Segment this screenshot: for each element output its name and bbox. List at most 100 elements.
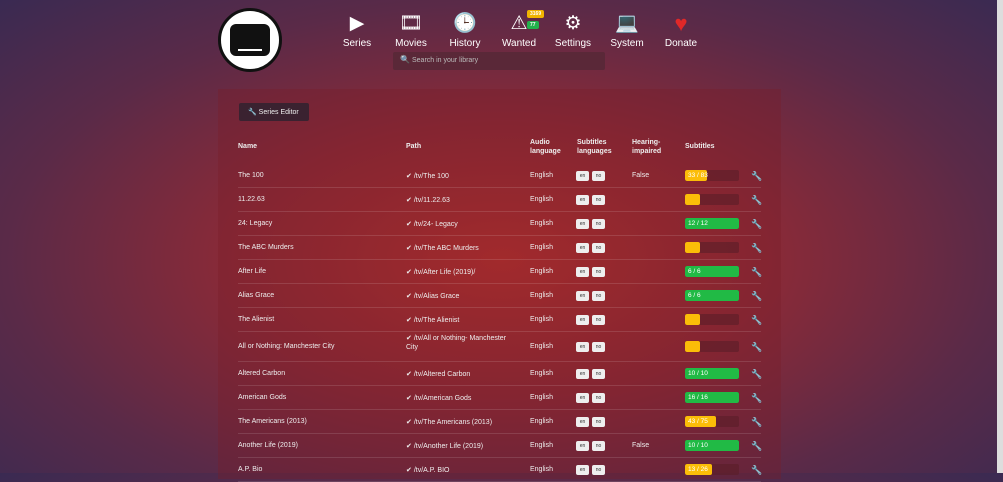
language-badge: no: [592, 465, 605, 475]
progress-fill: 43 / 75: [685, 416, 716, 427]
wrench-icon[interactable]: 🔧: [751, 243, 763, 253]
series-name-link[interactable]: Alias Grace: [238, 292, 275, 299]
wrench-icon[interactable]: 🔧: [751, 441, 763, 451]
path-text: /tv/The Americans (2013): [413, 419, 493, 426]
search-input[interactable]: 🔍 Search in your library: [393, 52, 605, 70]
progress-fill: 33 / 83: [685, 170, 708, 181]
progress-fill: [685, 194, 701, 205]
wrench-icon[interactable]: 🔧: [751, 315, 763, 325]
wrench-icon[interactable]: 🔧: [751, 417, 763, 427]
series-editor-button[interactable]: 🔧 Series Editor: [239, 103, 309, 121]
language-badge: no: [592, 417, 605, 427]
wrench-icon[interactable]: 🔧: [751, 342, 763, 352]
header-audio: Audio language: [530, 139, 561, 155]
language-badge: no: [592, 393, 605, 403]
subtitle-languages: en no: [576, 219, 608, 229]
nav-label: History: [449, 38, 481, 49]
subtitle-languages: en no: [576, 441, 608, 451]
header-subs-langs: Subtitles languages: [577, 139, 612, 155]
wrench-icon[interactable]: 🔧: [751, 291, 763, 301]
subtitle-languages: en no: [576, 195, 608, 205]
series-name-link[interactable]: The ABC Murders: [238, 244, 294, 251]
path-text: /tv/The Alienist: [413, 317, 460, 324]
table-row: The 100 ✔ /tv/The 100 English en no False…: [238, 164, 763, 188]
audio-language: English: [530, 442, 553, 449]
series-path: ✔ /tv/Altered Carbon: [406, 370, 518, 379]
path-text: /tv/All or Nothing- Manchester City: [406, 335, 507, 351]
audio-language: English: [530, 343, 553, 350]
series-name-link[interactable]: A.P. Bio: [238, 466, 263, 473]
laptop-icon: 💻: [615, 13, 639, 34]
wrench-icon[interactable]: 🔧: [751, 267, 763, 277]
audio-language: English: [530, 466, 553, 473]
subtitles-progress: 6 / 6: [685, 266, 739, 277]
audio-language: English: [530, 292, 553, 299]
series-name-link[interactable]: American Gods: [238, 394, 287, 401]
progress-fill: [685, 242, 701, 253]
audio-language: English: [530, 268, 553, 275]
series-name-link[interactable]: Another Life (2019): [238, 442, 298, 449]
nav-movies[interactable]: 🎞 Movies: [384, 12, 438, 49]
check-icon: ✔: [406, 173, 412, 180]
logo[interactable]: [218, 8, 282, 72]
language-badge: en: [576, 243, 589, 253]
language-badge: en: [576, 267, 589, 277]
path-text: /tv/After Life (2019)/: [413, 269, 476, 276]
nav-series[interactable]: ▶ Series: [330, 12, 384, 49]
subtitle-languages: en no: [576, 315, 608, 325]
series-path: ✔ /tv/Another Life (2019): [406, 442, 518, 451]
wrench-icon[interactable]: 🔧: [751, 393, 763, 403]
table-row: The Alienist ✔ /tv/The Alienist English …: [238, 308, 763, 332]
subtitle-languages: en no: [576, 393, 608, 403]
series-name-link[interactable]: After Life: [238, 268, 267, 275]
wrench-icon[interactable]: 🔧: [751, 195, 763, 205]
tv-icon: [230, 24, 270, 56]
series-name-link[interactable]: All or Nothing: Manchester City: [238, 343, 335, 350]
nav-label: Wanted: [501, 38, 537, 49]
table-row: A.P. Bio ✔ /tv/A.P. BIO English en no 13 …: [238, 458, 763, 482]
series-path: ✔ /tv/American Gods: [406, 394, 518, 403]
header-name[interactable]: Name: [238, 143, 258, 150]
language-badge: no: [592, 342, 605, 352]
wrench-icon[interactable]: 🔧: [751, 171, 763, 181]
subtitles-progress: [685, 341, 739, 352]
nav-settings[interactable]: ⚙ Settings: [546, 12, 600, 49]
table-row: After Life ✔ /tv/After Life (2019)/ Engl…: [238, 260, 763, 284]
table-row: Another Life (2019) ✔ /tv/Another Life (…: [238, 434, 763, 458]
search-placeholder: Search in your library: [412, 57, 479, 64]
language-badge: no: [592, 219, 605, 229]
language-badge: no: [592, 243, 605, 253]
table-row: Alias Grace ✔ /tv/Alias Grace English en…: [238, 284, 763, 308]
series-name-link[interactable]: Altered Carbon: [238, 370, 286, 377]
warning-icon: ⚠: [510, 13, 528, 34]
wrench-icon[interactable]: 🔧: [751, 369, 763, 379]
path-text: /tv/11.22.63: [413, 197, 450, 204]
series-name-link[interactable]: The Americans (2013): [238, 418, 307, 425]
heart-icon: ♥: [674, 11, 688, 36]
wrench-icon[interactable]: 🔧: [751, 219, 763, 229]
check-icon: ✔: [406, 245, 412, 252]
nav-history[interactable]: 🕒 History: [438, 12, 492, 49]
subtitle-languages: en no: [576, 465, 608, 475]
check-icon: ✔: [406, 197, 412, 204]
nav-system[interactable]: 💻 System: [600, 12, 654, 49]
series-name-link[interactable]: 11.22.63: [238, 196, 265, 203]
check-icon: ✔: [406, 317, 412, 324]
language-badge: en: [576, 369, 589, 379]
nav-donate[interactable]: ♥ Donate: [654, 11, 708, 50]
subtitles-progress: 13 / 26: [685, 464, 739, 475]
header-path[interactable]: Path: [406, 143, 422, 150]
audio-language: English: [530, 394, 553, 401]
series-name-link[interactable]: The Alienist: [238, 316, 275, 323]
series-path: ✔ /tv/The Alienist: [406, 316, 518, 325]
path-text: /tv/American Gods: [413, 395, 472, 402]
progress-fill: 6 / 6: [685, 266, 739, 277]
series-name-link[interactable]: The 100: [238, 172, 264, 179]
series-name-link[interactable]: 24: Legacy: [238, 220, 273, 227]
wrench-icon[interactable]: 🔧: [751, 465, 763, 475]
nav-label: Settings: [554, 38, 592, 49]
path-text: /tv/Another Life (2019): [413, 443, 484, 450]
scrollbar[interactable]: [997, 0, 1003, 473]
progress-fill: 10 / 10: [685, 440, 739, 451]
nav-wanted[interactable]: ⚠ Wanted 3169 77: [492, 10, 546, 49]
